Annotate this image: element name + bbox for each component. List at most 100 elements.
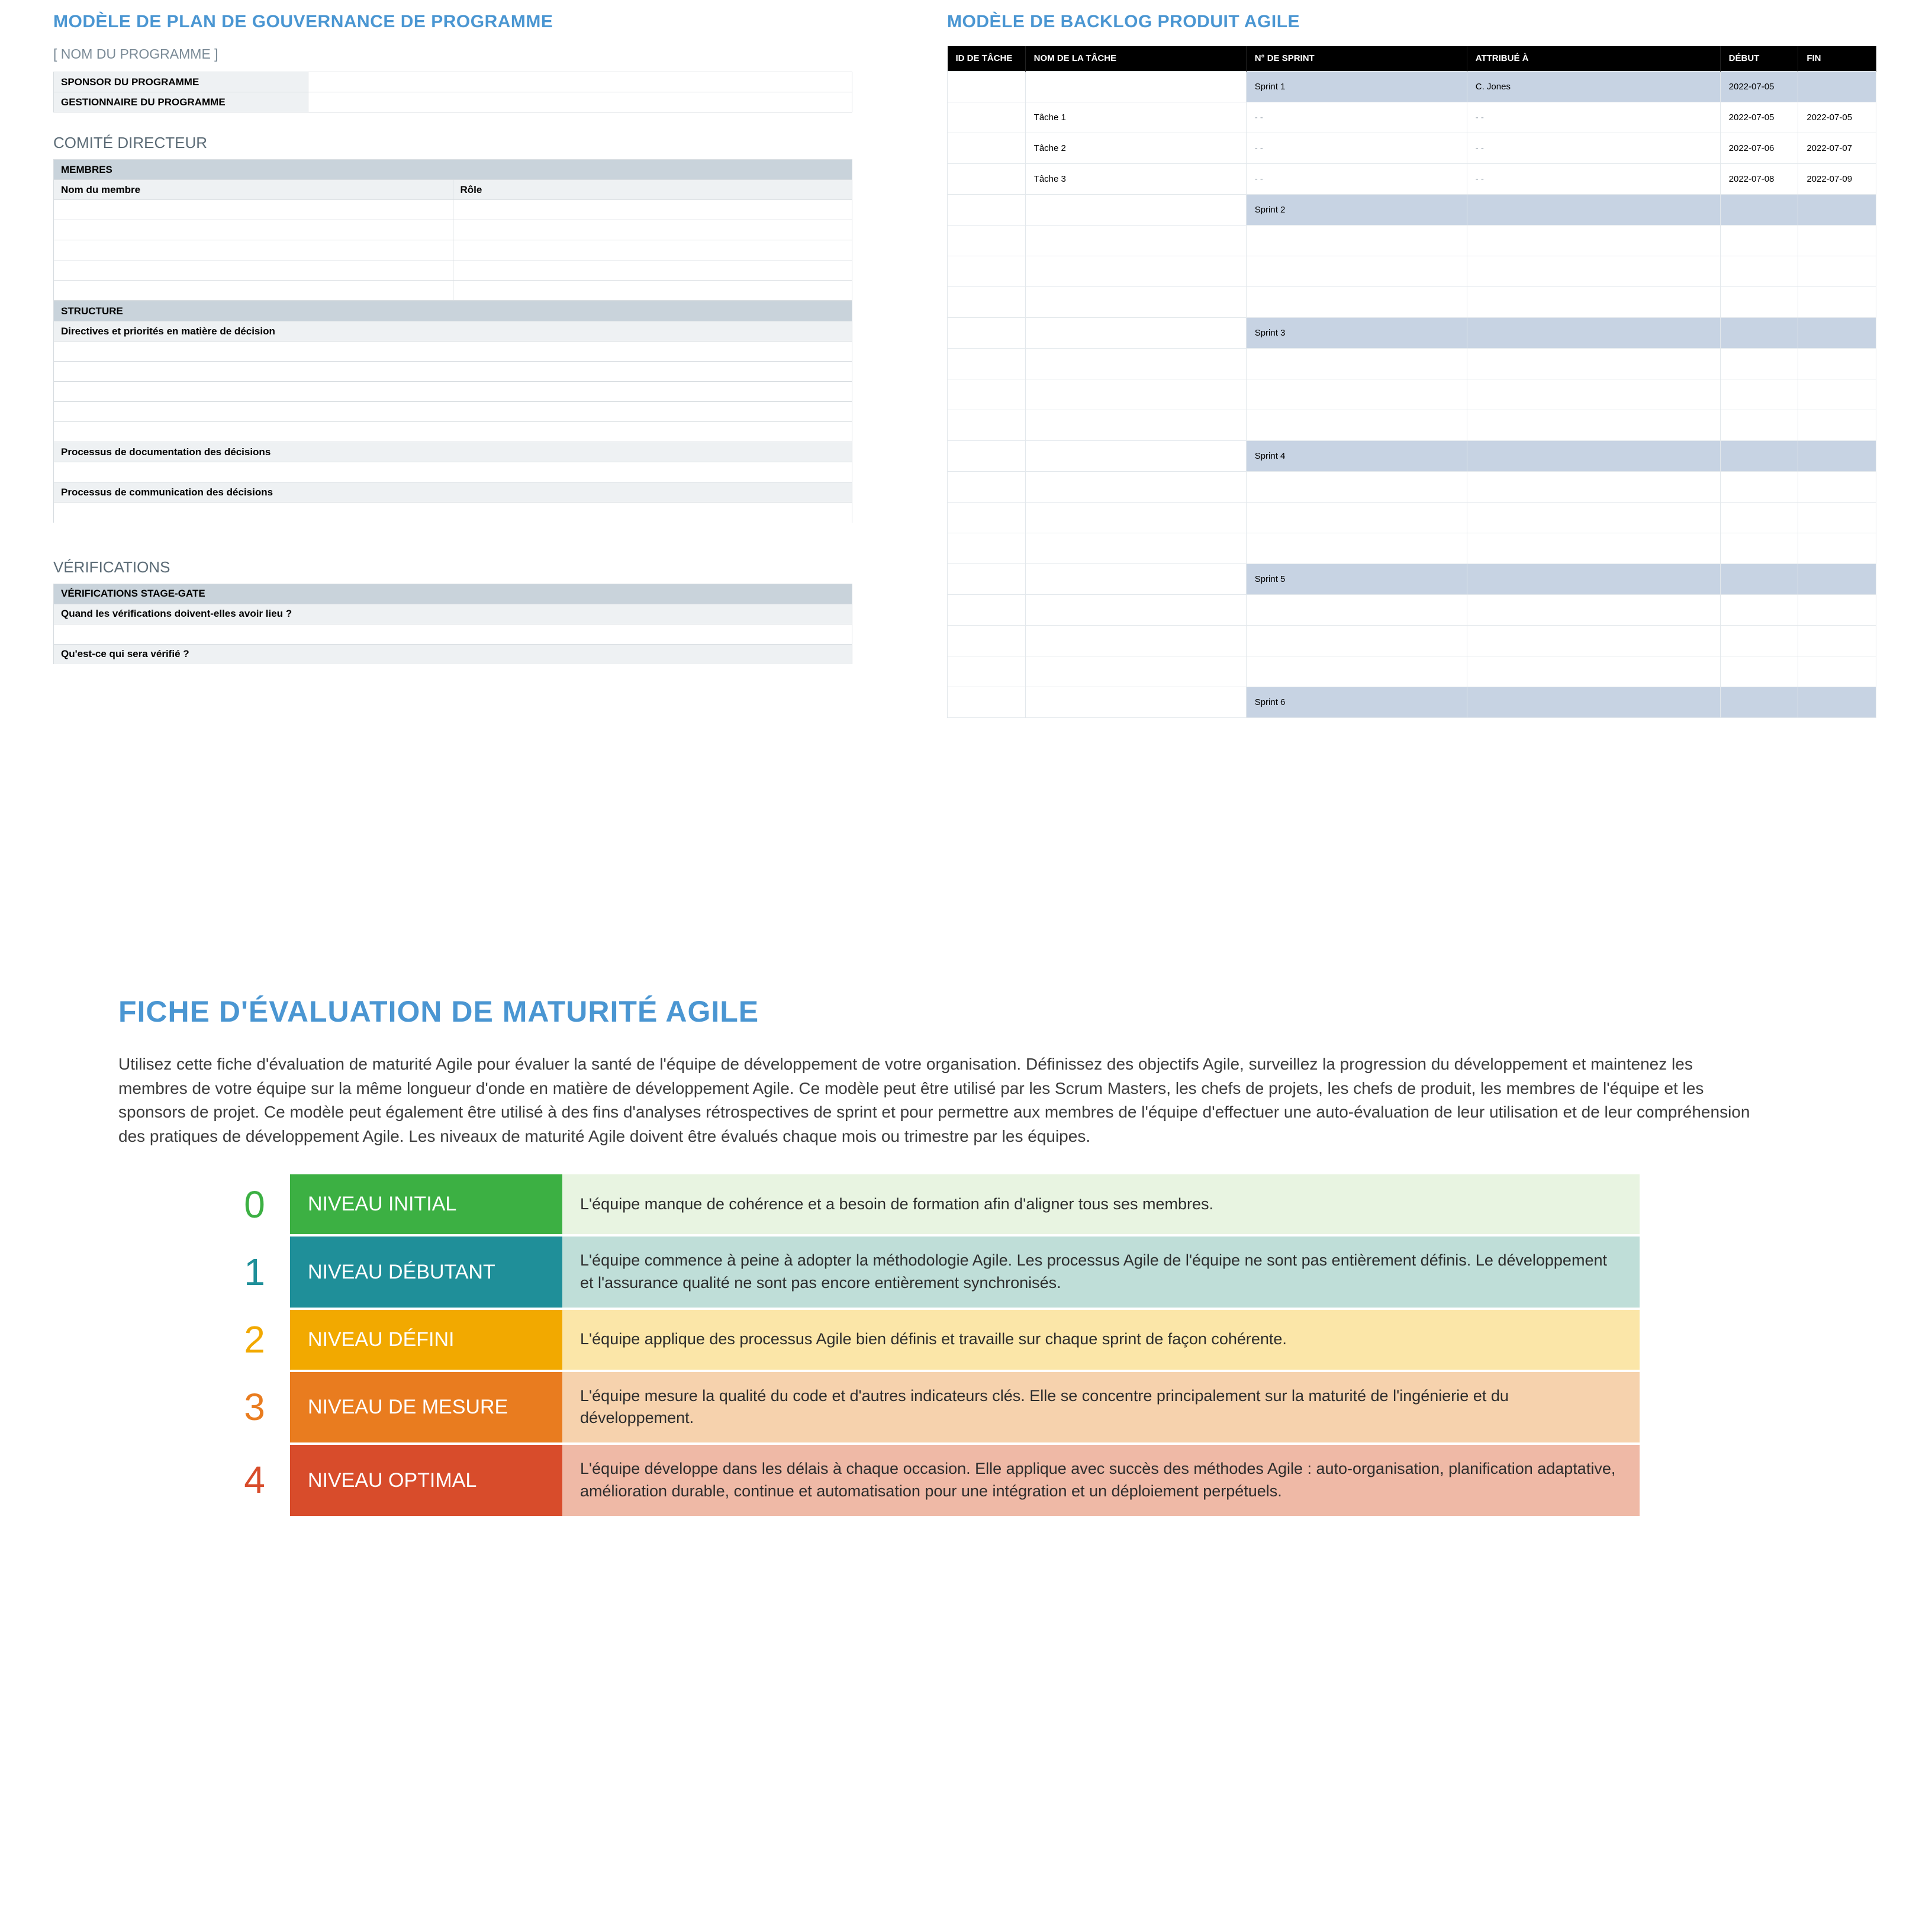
directives-blank[interactable] <box>54 382 852 402</box>
cell-start[interactable] <box>1720 286 1798 317</box>
cell-name[interactable]: Tâche 2 <box>1025 133 1246 163</box>
cell-id[interactable] <box>948 286 1026 317</box>
cell-id[interactable] <box>948 656 1026 687</box>
cell-sprint[interactable] <box>1246 625 1467 656</box>
cell-assignee[interactable] <box>1467 286 1720 317</box>
member-role-cell[interactable] <box>453 220 852 240</box>
cell-start[interactable] <box>1720 256 1798 286</box>
cell-assignee[interactable]: - - <box>1467 163 1720 194</box>
member-name-cell[interactable] <box>54 240 453 260</box>
cell-start[interactable]: 2022-07-08 <box>1720 163 1798 194</box>
cell-name[interactable] <box>1025 317 1246 348</box>
cell-end[interactable] <box>1798 502 1876 533</box>
sponsor-value[interactable] <box>308 72 852 92</box>
cell-id[interactable] <box>948 71 1026 102</box>
cell-sprint[interactable]: - - <box>1246 102 1467 133</box>
cell-assignee[interactable] <box>1467 594 1720 625</box>
cell-id[interactable] <box>948 440 1026 471</box>
cell-start[interactable] <box>1720 410 1798 440</box>
cell-assignee[interactable] <box>1467 502 1720 533</box>
cell-id[interactable] <box>948 317 1026 348</box>
cell-end[interactable] <box>1798 471 1876 502</box>
manager-value[interactable] <box>308 92 852 112</box>
cell-end[interactable]: 2022-07-09 <box>1798 163 1876 194</box>
cell-assignee[interactable] <box>1467 410 1720 440</box>
cell-name[interactable]: Tâche 3 <box>1025 163 1246 194</box>
cell-id[interactable] <box>948 102 1026 133</box>
cell-id[interactable] <box>948 133 1026 163</box>
cell-end[interactable]: 2022-07-07 <box>1798 133 1876 163</box>
cell-start[interactable]: 2022-07-05 <box>1720 102 1798 133</box>
cell-id[interactable] <box>948 163 1026 194</box>
cell-end[interactable] <box>1798 410 1876 440</box>
cell-start[interactable] <box>1720 533 1798 564</box>
cell-id[interactable] <box>948 348 1026 379</box>
cell-assignee[interactable] <box>1467 256 1720 286</box>
member-role-cell[interactable] <box>453 260 852 281</box>
cell-name[interactable] <box>1025 194 1246 225</box>
cell-name[interactable] <box>1025 594 1246 625</box>
cell-name[interactable] <box>1025 625 1246 656</box>
comm-process-blank[interactable] <box>54 503 852 523</box>
cell-start[interactable] <box>1720 225 1798 256</box>
cell-name[interactable] <box>1025 286 1246 317</box>
cell-name[interactable] <box>1025 379 1246 410</box>
cell-name[interactable] <box>1025 564 1246 594</box>
cell-sprint[interactable] <box>1246 348 1467 379</box>
member-name-cell[interactable] <box>54 220 453 240</box>
cell-id[interactable] <box>948 533 1026 564</box>
cell-assignee[interactable] <box>1467 225 1720 256</box>
cell-sprint[interactable] <box>1246 256 1467 286</box>
cell-id[interactable] <box>948 502 1026 533</box>
verif-when-blank[interactable] <box>54 624 852 644</box>
member-name-cell[interactable] <box>54 200 453 220</box>
cell-end[interactable] <box>1798 379 1876 410</box>
cell-assignee[interactable] <box>1467 656 1720 687</box>
cell-id[interactable] <box>948 471 1026 502</box>
cell-assignee[interactable] <box>1467 379 1720 410</box>
cell-start[interactable] <box>1720 379 1798 410</box>
cell-name[interactable] <box>1025 533 1246 564</box>
cell-id[interactable] <box>948 225 1026 256</box>
cell-name[interactable] <box>1025 687 1246 717</box>
cell-id[interactable] <box>948 564 1026 594</box>
cell-start[interactable] <box>1720 471 1798 502</box>
cell-assignee[interactable]: - - <box>1467 102 1720 133</box>
cell-name[interactable] <box>1025 348 1246 379</box>
cell-assignee[interactable] <box>1467 471 1720 502</box>
cell-end[interactable] <box>1798 625 1876 656</box>
cell-end[interactable] <box>1798 348 1876 379</box>
member-name-cell[interactable] <box>54 260 453 281</box>
cell-sprint[interactable] <box>1246 502 1467 533</box>
cell-start[interactable] <box>1720 594 1798 625</box>
cell-end[interactable]: 2022-07-05 <box>1798 102 1876 133</box>
member-name-cell[interactable] <box>54 281 453 301</box>
cell-start[interactable] <box>1720 348 1798 379</box>
cell-id[interactable] <box>948 379 1026 410</box>
cell-sprint[interactable] <box>1246 471 1467 502</box>
cell-name[interactable] <box>1025 471 1246 502</box>
cell-sprint[interactable] <box>1246 594 1467 625</box>
cell-end[interactable] <box>1798 256 1876 286</box>
cell-id[interactable] <box>948 594 1026 625</box>
directives-blank[interactable] <box>54 422 852 442</box>
cell-assignee[interactable]: - - <box>1467 133 1720 163</box>
cell-end[interactable] <box>1798 656 1876 687</box>
cell-name[interactable] <box>1025 410 1246 440</box>
cell-sprint[interactable] <box>1246 410 1467 440</box>
cell-id[interactable] <box>948 687 1026 717</box>
doc-process-blank[interactable] <box>54 462 852 482</box>
member-role-cell[interactable] <box>453 200 852 220</box>
cell-id[interactable] <box>948 625 1026 656</box>
cell-sprint[interactable] <box>1246 656 1467 687</box>
cell-sprint[interactable] <box>1246 225 1467 256</box>
cell-start[interactable] <box>1720 625 1798 656</box>
cell-sprint[interactable]: - - <box>1246 133 1467 163</box>
directives-blank[interactable] <box>54 362 852 382</box>
cell-id[interactable] <box>948 410 1026 440</box>
cell-assignee[interactable] <box>1467 625 1720 656</box>
member-role-cell[interactable] <box>453 281 852 301</box>
cell-start[interactable] <box>1720 502 1798 533</box>
cell-name[interactable] <box>1025 71 1246 102</box>
cell-name[interactable] <box>1025 225 1246 256</box>
